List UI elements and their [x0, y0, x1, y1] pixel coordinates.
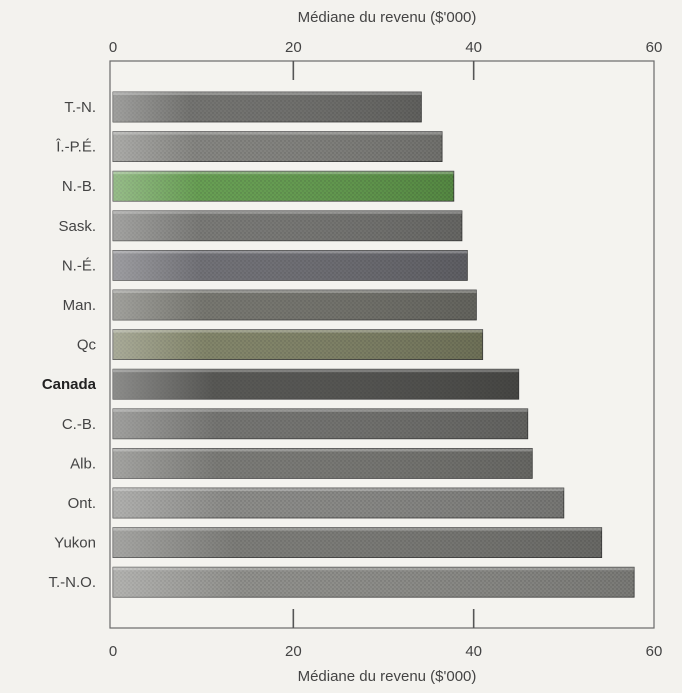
bar-sheen — [113, 290, 477, 320]
bar-highlight — [113, 171, 454, 175]
category-label: Man. — [63, 297, 96, 314]
category-label: N.-B. — [62, 178, 96, 195]
top-axis-title: Médiane du revenu ($'000) — [298, 9, 477, 26]
top-tick-label: 60 — [646, 39, 663, 56]
bar-sheen — [113, 329, 483, 360]
bottom-axis-title: Médiane du revenu ($'000) — [298, 668, 477, 685]
bar-sheen — [113, 369, 519, 400]
bar-1 — [112, 131, 443, 163]
bar-highlight — [113, 131, 443, 135]
bar-4 — [112, 249, 468, 281]
bar-highlight — [113, 448, 533, 452]
bar-10 — [112, 487, 565, 519]
category-label: T.-N. — [64, 99, 96, 116]
bottom-tick-label: 40 — [465, 643, 482, 660]
bar-3 — [112, 210, 463, 242]
bar-highlight — [113, 290, 477, 293]
bar-6 — [112, 329, 484, 361]
axis-ticks: 0 0 20 20 40 40 60 60 — [109, 39, 663, 660]
bar-8 — [112, 408, 529, 440]
category-label: Canada — [42, 376, 97, 393]
bar-highlight — [113, 92, 422, 95]
bar-sheen — [113, 448, 533, 479]
bar-5 — [112, 289, 477, 321]
top-tick-label: 20 — [285, 39, 302, 56]
bar-highlight — [113, 567, 635, 571]
category-label: Alb. — [70, 455, 96, 472]
bar-highlight — [113, 488, 564, 491]
category-label: Î.-P.É. — [55, 139, 96, 156]
bar-highlight — [113, 329, 483, 333]
bar-sheen — [113, 250, 468, 281]
bar-sheen — [113, 488, 564, 518]
category-label: Sask. — [58, 218, 96, 235]
bar-9 — [112, 447, 533, 479]
category-label: N.-É. — [62, 257, 96, 274]
bar-sheen — [113, 92, 422, 122]
bar-highlight — [113, 408, 528, 412]
category-label: Qc — [77, 337, 97, 354]
bar-sheen — [113, 171, 454, 202]
bar-highlight — [113, 250, 468, 254]
bar-highlight — [113, 210, 462, 214]
category-label: T.-N.O. — [49, 574, 97, 591]
bar-12 — [112, 566, 635, 598]
bottom-tick-label: 20 — [285, 643, 302, 660]
bar-sheen — [113, 131, 443, 162]
bar-11 — [112, 527, 603, 558]
bar-sheen — [113, 408, 528, 439]
bottom-tick-label: 60 — [646, 643, 663, 660]
bar-0 — [112, 91, 422, 123]
top-tick-label: 40 — [465, 39, 482, 56]
bar-highlight — [113, 369, 519, 373]
category-label: Yukon — [54, 535, 96, 552]
bar-highlight — [113, 527, 602, 531]
bars — [112, 91, 635, 598]
bar-2 — [112, 170, 455, 202]
category-label: C.-B. — [62, 416, 96, 433]
bottom-tick-label: 0 — [109, 643, 117, 660]
top-tick-label: 0 — [109, 39, 117, 56]
category-labels: T.-N. Î.-P.É. N.-B. Sask. N.-É. Man. Qc Canada C… — [42, 99, 97, 591]
bar-sheen — [113, 210, 462, 241]
bar-sheen — [113, 567, 635, 598]
bar-sheen — [113, 527, 602, 558]
bar-7 — [112, 368, 520, 400]
category-label: Ont. — [68, 495, 96, 512]
